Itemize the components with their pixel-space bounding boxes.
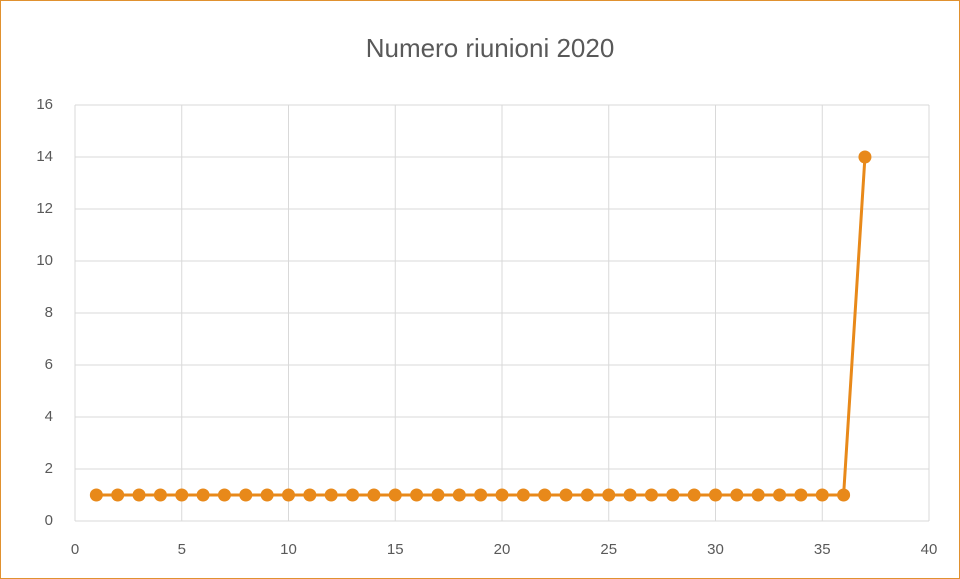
point	[132, 488, 146, 502]
point	[495, 488, 509, 502]
point	[538, 488, 552, 502]
point	[282, 488, 295, 502]
point	[111, 488, 125, 502]
point	[153, 488, 167, 502]
point	[89, 488, 103, 502]
chart-title: Numero riunioni 2020	[366, 33, 615, 63]
point	[196, 488, 210, 502]
x-tick-label: 10	[280, 541, 297, 558]
point	[815, 488, 829, 502]
point	[474, 488, 488, 502]
x-tick-label: 15	[387, 541, 404, 558]
point	[175, 488, 189, 502]
point	[239, 488, 253, 502]
point	[410, 488, 424, 502]
point	[837, 488, 851, 502]
point	[516, 488, 530, 502]
point	[431, 488, 445, 502]
y-tick-label: 8	[45, 304, 53, 321]
x-tick-label: 25	[600, 541, 617, 558]
y-tick-label: 0	[45, 512, 53, 529]
y-tick-label: 4	[45, 408, 53, 425]
point	[602, 488, 616, 502]
point	[666, 488, 680, 502]
point	[346, 488, 360, 502]
point	[559, 488, 573, 502]
point	[709, 488, 722, 502]
point	[388, 488, 402, 502]
y-tick-label: 12	[36, 200, 53, 217]
point	[644, 488, 658, 502]
point	[730, 488, 744, 502]
point	[324, 488, 338, 502]
point	[217, 488, 231, 502]
x-tick-label: 40	[921, 541, 938, 558]
x-tick-label: 30	[707, 541, 724, 558]
point	[794, 488, 808, 502]
y-tick-label: 14	[36, 148, 53, 165]
x-tick-label: 20	[494, 541, 511, 558]
point	[260, 488, 274, 502]
series-line	[96, 156, 867, 497]
y-tick-label: 2	[45, 460, 53, 477]
point	[623, 488, 637, 502]
x-tick-label: 35	[814, 541, 831, 558]
point	[687, 488, 701, 502]
y-tick-label: 6	[45, 356, 53, 373]
point	[858, 150, 872, 164]
point	[751, 488, 765, 502]
x-tick-label: 5	[178, 541, 186, 558]
point	[367, 488, 381, 502]
point	[452, 488, 466, 502]
y-tick-label: 16	[36, 96, 53, 113]
x-tick-label: 0	[71, 541, 79, 558]
y-tick-label: 10	[36, 252, 53, 269]
point	[303, 488, 317, 502]
point	[580, 488, 594, 502]
point	[773, 488, 787, 502]
